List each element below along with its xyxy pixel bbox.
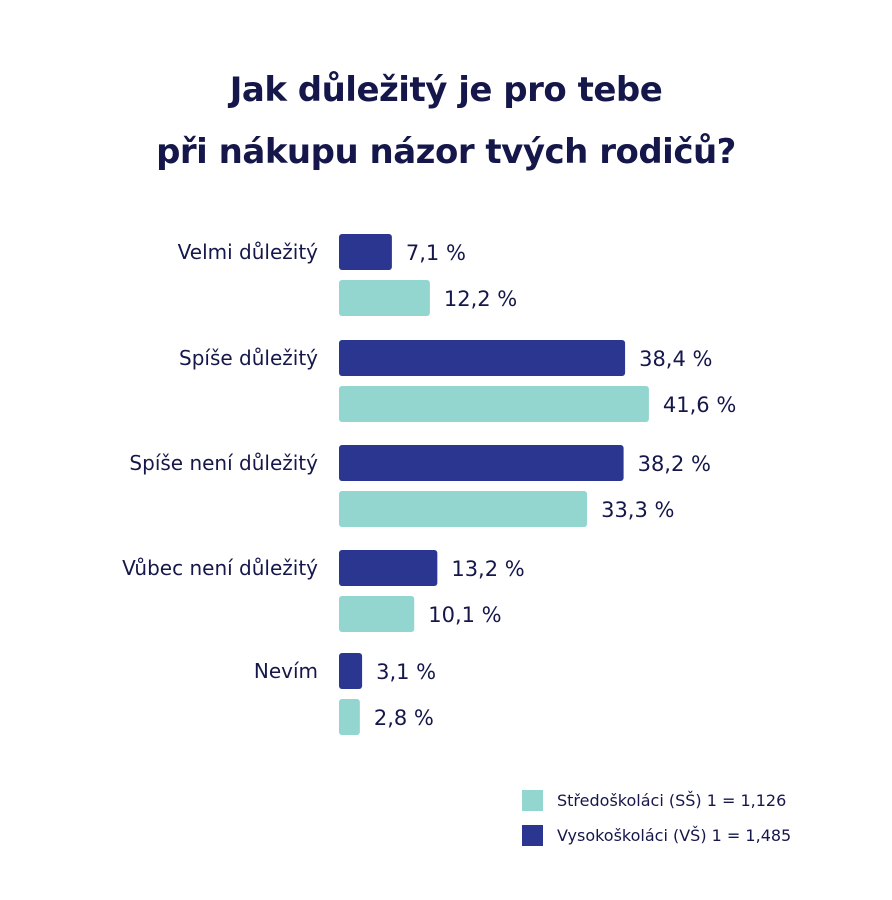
data-label: 2,8 %: [374, 706, 434, 730]
data-label: 41,6 %: [663, 393, 736, 417]
category-label: Vůbec není důležitý: [122, 556, 318, 580]
data-label: 33,3 %: [601, 498, 674, 522]
bar-ss: [339, 280, 430, 316]
legend-label-ss: Středoškoláci (SŠ) 1 = 1,126: [557, 790, 787, 810]
category-label: Spíše důležitý: [179, 346, 318, 370]
category-label: Velmi důležitý: [178, 240, 319, 264]
bar-vs: [339, 653, 363, 689]
category-label: Nevím: [254, 659, 318, 683]
bar-vs: [339, 550, 438, 586]
legend-label-vs: Vysokoškoláci (VŠ) 1 = 1,485: [557, 825, 792, 845]
bar-ss: [339, 386, 649, 422]
bar-vs: [339, 234, 392, 270]
category-label: Spíše není důležitý: [129, 451, 318, 475]
legend-item-vs: Vysokoškoláci (VŠ) 1 = 1,485: [522, 822, 862, 848]
legend-swatch-vs: [522, 824, 543, 846]
bar-ss: [339, 699, 360, 735]
data-label: 12,2 %: [444, 287, 517, 311]
chart-title-line-2: při nákupu názor tvých rodičů?: [156, 132, 736, 172]
legend-swatch-ss: [522, 789, 543, 811]
data-label: 7,1 %: [406, 241, 466, 265]
data-label: 3,1 %: [376, 660, 436, 684]
chart-title-line-1: Jak důležitý je pro tebe: [229, 70, 663, 110]
bar-vs: [339, 445, 624, 481]
data-label: 38,2 %: [638, 452, 711, 476]
bar-vs: [339, 340, 626, 376]
data-label: 10,1 %: [428, 603, 501, 627]
data-label: 13,2 %: [451, 557, 524, 581]
data-label: 38,4 %: [639, 347, 712, 371]
legend-item-ss: Středoškoláci (SŠ) 1 = 1,126: [522, 787, 862, 813]
bar-ss: [339, 596, 415, 632]
bar-ss: [339, 491, 588, 527]
